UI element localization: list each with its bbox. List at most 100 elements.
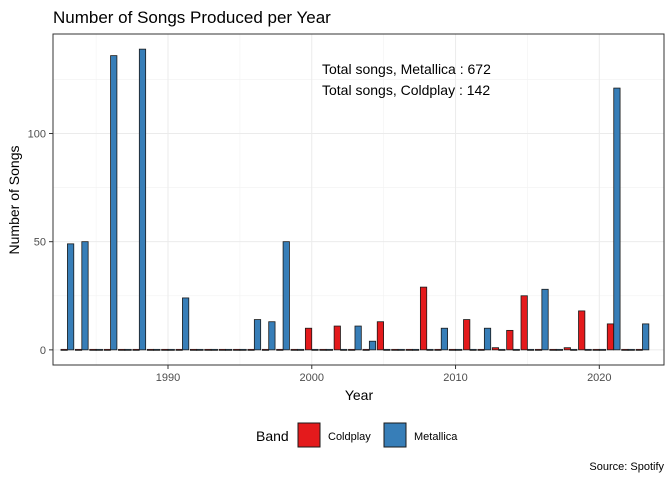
bar-coldplay-2010	[448, 348, 456, 351]
bar-coldplay-1991	[175, 348, 183, 351]
bar-metallica-1991	[182, 297, 190, 351]
bar-coldplay-2020	[592, 348, 600, 351]
bar-metallica-2011	[469, 348, 477, 351]
y-tick-label: 100	[28, 129, 46, 141]
bar-coldplay-2019	[578, 310, 586, 351]
bar-coldplay-1992	[189, 348, 198, 351]
legend-title: Band	[256, 428, 289, 444]
bar-metallica-1986	[110, 55, 118, 351]
bar-metallica-2006	[397, 348, 405, 351]
bar-coldplay-2018	[563, 347, 571, 351]
bar-metallica-1985	[95, 348, 103, 351]
bar-metallica-2003	[354, 325, 362, 351]
x-tick-label: 1990	[156, 372, 180, 384]
y-tick-label: 0	[40, 345, 46, 357]
bar-metallica-2020	[598, 348, 607, 351]
bar-coldplay-1996	[247, 348, 255, 351]
bar-coldplay-2004	[362, 348, 370, 351]
bar-metallica-1994	[225, 348, 233, 351]
bar-coldplay-1993	[204, 348, 212, 351]
bar-coldplay-1994	[218, 348, 226, 351]
bar-metallica-2008	[426, 348, 434, 351]
bar-coldplay-1983	[60, 348, 68, 351]
x-axis-title: Year	[345, 387, 374, 403]
legend-label-metallica: Metallica	[414, 431, 458, 443]
bar-coldplay-1990	[161, 348, 169, 351]
bar-coldplay-2003	[348, 348, 356, 351]
bar-metallica-2023	[642, 323, 650, 351]
bar-coldplay-1988	[132, 348, 140, 351]
bar-coldplay-2023	[635, 348, 643, 351]
bar-coldplay-1995	[233, 348, 241, 351]
bar-metallica-2017	[555, 348, 563, 351]
bar-metallica-2002	[340, 348, 348, 351]
bar-metallica-1987	[124, 348, 132, 351]
bar-metallica-2012	[483, 327, 492, 351]
bar-coldplay-2015	[520, 295, 528, 351]
bar-coldplay-2005	[376, 321, 384, 351]
bar-metallica-2022	[627, 348, 635, 351]
plot-panel-border	[52, 33, 665, 366]
annotation-metallica-total: Total songs, Metallica : 672	[322, 61, 491, 77]
bar-coldplay-2016	[534, 348, 543, 351]
bar-coldplay-2011	[463, 319, 471, 351]
bar-coldplay-1998	[276, 348, 284, 351]
bar-coldplay-1987	[118, 348, 126, 351]
bar-coldplay-1999	[290, 348, 298, 351]
bar-coldplay-2013	[491, 347, 500, 351]
x-tick-label: 2000	[300, 372, 324, 384]
bar-coldplay-1985	[89, 348, 97, 351]
bar-metallica-2001	[325, 348, 333, 351]
bar-metallica-1993	[210, 348, 218, 351]
bar-coldplay-1986	[103, 348, 111, 351]
bar-coldplay-1997	[261, 348, 269, 351]
bar-coldplay-2001	[319, 348, 327, 351]
bar-metallica-2005	[383, 348, 391, 351]
bar-coldplay-2017	[549, 348, 557, 351]
bar-metallica-1984	[81, 241, 89, 351]
bar-metallica-1992	[196, 348, 204, 351]
legend: Band Coldplay Metallica	[256, 422, 458, 448]
bar-metallica-2013	[498, 348, 506, 351]
chart-caption: Source: Spotify	[589, 461, 664, 473]
x-tick-label: 2010	[443, 372, 467, 384]
bar-coldplay-2009	[434, 348, 442, 351]
bar-coldplay-2007	[405, 348, 413, 351]
bar-metallica-1988	[138, 48, 147, 351]
bar-metallica-2014	[512, 348, 520, 351]
bar-metallica-2015	[527, 348, 535, 351]
bar-metallica-2010	[455, 348, 463, 351]
bar-metallica-1995	[239, 348, 247, 351]
bars-layer	[60, 48, 650, 351]
bar-coldplay-2006	[391, 348, 399, 351]
bar-coldplay-2000	[304, 327, 313, 351]
y-axis-title: Number of Songs	[6, 146, 22, 255]
bar-metallica-1989	[153, 348, 161, 351]
bar-metallica-2016	[541, 288, 549, 351]
bar-coldplay-2022	[621, 348, 629, 351]
bar-metallica-2009	[440, 327, 448, 351]
bar-metallica-2004	[368, 340, 377, 351]
bar-coldplay-1989	[146, 348, 154, 351]
legend-label-coldplay: Coldplay	[328, 431, 371, 443]
bar-metallica-1997	[268, 321, 276, 351]
bar-metallica-2018	[570, 348, 578, 351]
chart-title: Number of Songs Produced per Year	[53, 8, 331, 27]
bar-metallica-1999	[297, 348, 305, 351]
legend-swatch-coldplay	[297, 422, 321, 448]
bar-metallica-1990	[167, 348, 175, 351]
bar-metallica-2000	[311, 348, 319, 351]
bar-coldplay-1984	[74, 348, 83, 351]
bar-coldplay-2002	[333, 325, 341, 351]
legend-swatch-metallica	[383, 422, 407, 448]
bar-coldplay-2021	[606, 323, 615, 351]
bar-metallica-2007	[412, 348, 420, 351]
x-tick-label: 2020	[587, 372, 611, 384]
bar-metallica-2019	[584, 348, 592, 351]
bar-metallica-1983	[67, 243, 75, 351]
y-tick-label: 50	[34, 237, 46, 249]
annotation-coldplay-total: Total songs, Coldplay : 142	[322, 82, 490, 98]
bar-coldplay-2012	[477, 348, 485, 351]
bar-coldplay-2008	[419, 286, 428, 351]
